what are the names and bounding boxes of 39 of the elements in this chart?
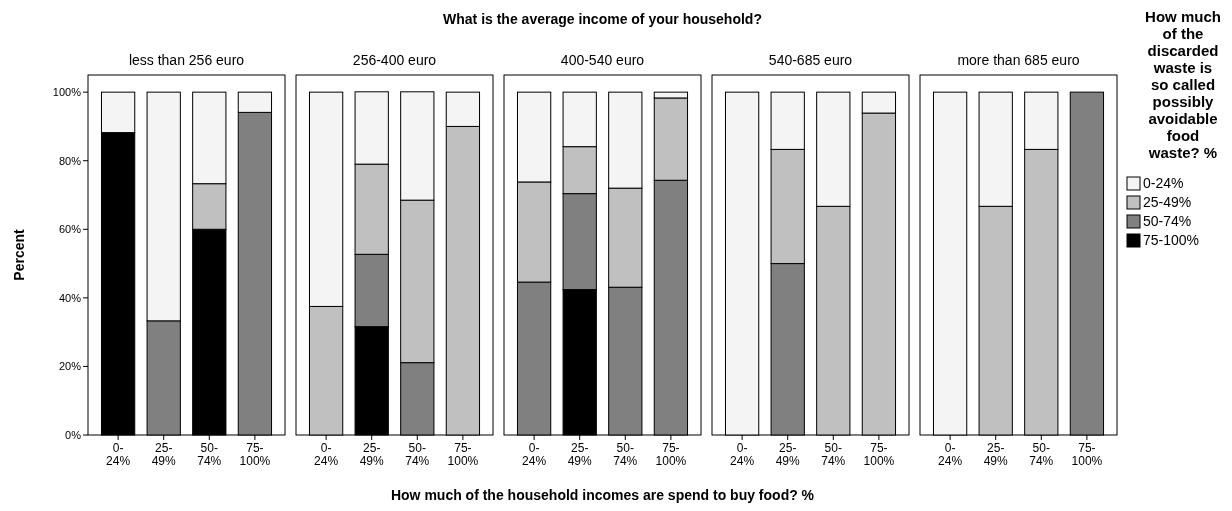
chart-subtitle: less than 256 euro xyxy=(128,52,245,68)
chart-title: What is the average income of your household? xyxy=(443,11,762,27)
x-tick-label: 0-24% xyxy=(730,441,755,468)
y-tick-label: 80% xyxy=(58,154,82,167)
x-tick-label: 75-100% xyxy=(447,441,479,468)
x-tick-label: 50-74% xyxy=(405,441,430,468)
x-tick-label: 75-100% xyxy=(239,441,271,468)
y-tick-label: 0% xyxy=(65,428,82,441)
x-tick-label: 25-49% xyxy=(359,441,385,468)
y-tick-label: 20% xyxy=(58,360,82,373)
legend-label: 75-100% xyxy=(1143,232,1200,248)
x-tick-label: 0-24% xyxy=(938,441,963,468)
y-tick-label: 100% xyxy=(52,85,82,98)
text: How much of the discarded waste is so called possibly avoidable food waste? % xyxy=(1145,8,1221,161)
legend-label: 50-74% xyxy=(1143,213,1192,229)
x-tick-label: 0-24% xyxy=(106,441,131,468)
x-tick-label: 0-24% xyxy=(522,441,547,468)
x-tick-label: 0-24% xyxy=(314,441,339,468)
x-tick-label: 75-100% xyxy=(655,441,687,468)
x-tick-label: 50-74% xyxy=(613,441,638,468)
chart-subtitle: more than 685 euro xyxy=(957,52,1080,68)
x-tick-label: 25-49% xyxy=(983,441,1009,468)
chart-subtitle: 256-400 euro xyxy=(352,52,437,68)
legend-label: 25-49% xyxy=(1143,194,1192,210)
y-tick-label: 60% xyxy=(58,223,82,236)
x-tick-label: 75-100% xyxy=(863,441,895,468)
x-tick-label: 50-74% xyxy=(197,441,222,468)
x-tick-label: 25-49% xyxy=(151,441,177,468)
x-tick-label: 50-74% xyxy=(821,441,846,468)
x-tick-label: 25-49% xyxy=(775,441,801,468)
chart-subtitle: 400-540 euro xyxy=(560,52,645,68)
x-tick-label: 50-74% xyxy=(1029,441,1054,468)
x-tick-label: 25-49% xyxy=(567,441,593,468)
chart-subtitle: 540-685 euro xyxy=(768,52,853,68)
y-tick-label: 40% xyxy=(58,291,82,304)
y-axis-title: Percent xyxy=(11,228,27,281)
x-tick-label: 75-100% xyxy=(1071,441,1103,468)
legend-label: 0-24% xyxy=(1143,175,1184,191)
x-axis-title: How much of the household incomes are spend to buy food? % xyxy=(390,487,815,503)
